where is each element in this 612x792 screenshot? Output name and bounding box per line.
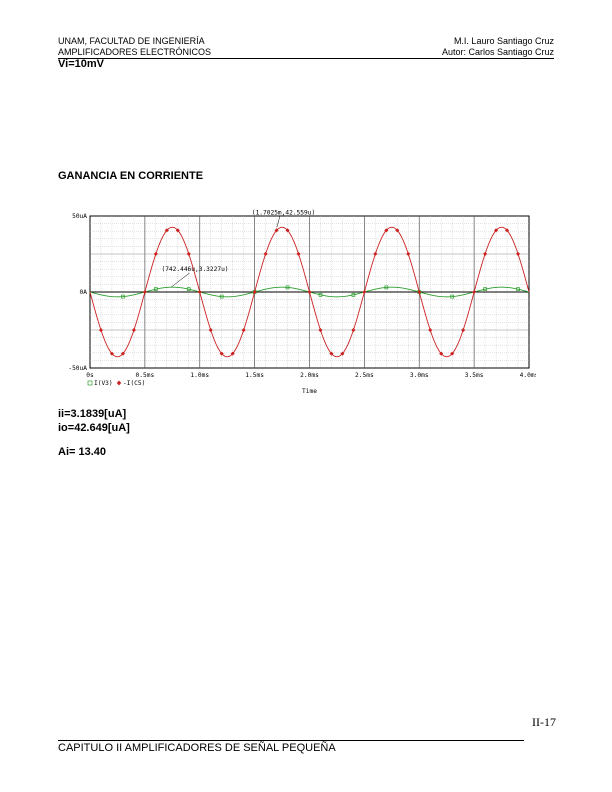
data-point-neg-i-c5 bbox=[241, 327, 246, 333]
results-block: ii=3.1839[uA] io=42.649[uA] Ai= 13.40 bbox=[58, 407, 130, 459]
header-rule bbox=[58, 58, 554, 59]
x-tick-label: 2.5ms bbox=[355, 372, 374, 379]
data-point-neg-i-c5 bbox=[460, 327, 466, 333]
legend-marker-i-v3 bbox=[87, 380, 93, 386]
legend-label-neg-i-c5: -I(C5) bbox=[123, 380, 145, 387]
header-right: M.I. Lauro Santiago Cruz Autor: Carlos S… bbox=[442, 36, 554, 58]
x-tick-label: 3.0ms bbox=[410, 372, 429, 379]
header-author: Autor: Carlos Santiago Cruz bbox=[441, 47, 554, 57]
current-gain-result: Ai= 13.40 bbox=[58, 446, 107, 458]
data-point-i-v3 bbox=[384, 285, 389, 290]
x-axis-label: Time bbox=[302, 388, 317, 393]
data-point-i-v3 bbox=[450, 294, 455, 299]
data-point-neg-i-c5 bbox=[384, 228, 389, 233]
data-point-neg-i-c5 bbox=[109, 351, 115, 356]
x-tick-label: 1.5ms bbox=[245, 372, 264, 379]
data-point-i-v3 bbox=[186, 287, 191, 292]
data-point-neg-i-c5 bbox=[131, 327, 137, 333]
header-course: AMPLIFICADORES ELECTRÓNICOS bbox=[58, 47, 212, 57]
data-point-neg-i-c5 bbox=[285, 228, 290, 233]
data-point-neg-i-c5 bbox=[142, 289, 148, 295]
current-gain-chart: 0s 0.5ms 1.0ms 1.5ms 2.0ms 2.5ms 3.0ms 3.5ms 4.0… bbox=[68, 209, 536, 393]
data-point-neg-i-c5 bbox=[504, 228, 510, 233]
data-point-neg-i-c5 bbox=[98, 327, 104, 333]
data-point-neg-i-c5 bbox=[351, 327, 356, 333]
data-point-neg-i-c5 bbox=[164, 228, 169, 233]
annotation-leader bbox=[171, 272, 190, 288]
data-point-neg-i-c5 bbox=[274, 228, 279, 233]
header-faculty: UNAM, FACULTAD DE INGENIERÍA bbox=[58, 36, 205, 46]
output-current-result: io=42.649[uA] bbox=[58, 422, 130, 434]
data-point-neg-i-c5 bbox=[175, 228, 180, 233]
legend-marker-neg-i-c5 bbox=[116, 380, 122, 386]
data-point-neg-i-c5 bbox=[296, 251, 301, 257]
data-point-neg-i-c5 bbox=[439, 351, 444, 356]
data-point-neg-i-c5 bbox=[428, 327, 433, 333]
data-point-neg-i-c5 bbox=[406, 251, 411, 257]
data-point-neg-i-c5 bbox=[493, 228, 499, 233]
header-left: UNAM, FACULTAD DE INGENIERÍA AMPLIFICADO… bbox=[58, 36, 211, 58]
data-point-neg-i-c5 bbox=[395, 228, 400, 233]
data-point-i-v3 bbox=[121, 294, 125, 299]
data-point-neg-i-c5 bbox=[362, 289, 367, 295]
annotation-leader bbox=[276, 216, 281, 228]
data-point-neg-i-c5 bbox=[219, 351, 224, 356]
x-tick-label: 0.5ms bbox=[136, 372, 155, 379]
x-tick-label: 4.0ms bbox=[520, 372, 536, 379]
section-title: GANANCIA EN CORRIENTE bbox=[58, 170, 204, 182]
data-point-i-v3 bbox=[516, 287, 520, 292]
data-point-neg-i-c5 bbox=[373, 251, 378, 257]
data-point-i-v3 bbox=[483, 287, 487, 292]
data-point-neg-i-c5 bbox=[230, 351, 235, 356]
input-voltage-label: Vi=10mV bbox=[58, 58, 104, 70]
legend-label-i-v3: I(V3) bbox=[94, 380, 113, 387]
footer-chapter: CAPITULO II AMPLIFICADORES DE SEÑAL PEQU… bbox=[58, 742, 336, 754]
page-number: II-17 bbox=[532, 715, 556, 729]
data-point-i-v3 bbox=[285, 285, 290, 290]
data-point-neg-i-c5 bbox=[186, 251, 191, 257]
footer-rule bbox=[58, 740, 524, 741]
data-point-neg-i-c5 bbox=[263, 251, 268, 257]
x-tick-label: 2.0ms bbox=[300, 372, 319, 379]
data-point-neg-i-c5 bbox=[417, 289, 422, 295]
x-tick-label: 0s bbox=[86, 372, 94, 379]
data-point-neg-i-c5 bbox=[471, 289, 477, 295]
data-point-neg-i-c5 bbox=[482, 251, 488, 257]
data-point-neg-i-c5 bbox=[153, 251, 159, 257]
annotation-label: (1.7025m,42.559u) bbox=[252, 209, 315, 216]
data-point-neg-i-c5 bbox=[329, 351, 334, 356]
y-tick-label: -50uA bbox=[68, 365, 87, 372]
data-point-neg-i-c5 bbox=[515, 251, 521, 257]
x-tick-label: 1.0ms bbox=[190, 372, 209, 379]
header-professor: M.I. Lauro Santiago Cruz bbox=[453, 36, 554, 46]
data-point-i-v3 bbox=[153, 287, 158, 292]
data-point-neg-i-c5 bbox=[252, 289, 257, 295]
data-point-i-v3 bbox=[318, 292, 323, 297]
data-point-neg-i-c5 bbox=[307, 289, 312, 295]
data-point-i-v3 bbox=[219, 294, 224, 299]
y-tick-label: 0A bbox=[80, 289, 88, 296]
data-point-neg-i-c5 bbox=[208, 327, 213, 333]
data-point-neg-i-c5 bbox=[450, 351, 455, 356]
data-point-neg-i-c5 bbox=[318, 327, 323, 333]
data-point-neg-i-c5 bbox=[340, 351, 345, 356]
annotation-label: (742.446u,3.3227u) bbox=[161, 266, 228, 273]
data-point-neg-i-c5 bbox=[197, 289, 202, 295]
data-point-neg-i-c5 bbox=[120, 351, 126, 356]
x-tick-label: 3.5ms bbox=[465, 372, 484, 379]
data-point-i-v3 bbox=[351, 292, 356, 297]
input-current-result: ii=3.1839[uA] bbox=[58, 408, 127, 420]
y-tick-label: 50uA bbox=[72, 213, 87, 220]
